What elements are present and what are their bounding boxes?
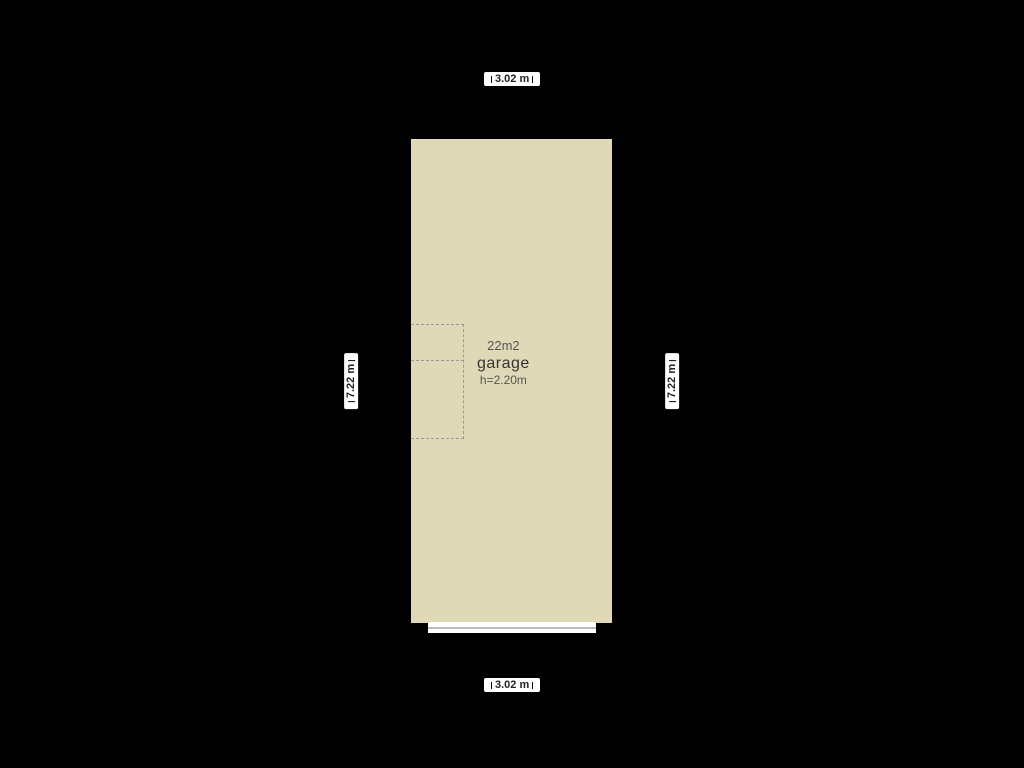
dimension-tick (491, 682, 492, 689)
dimension-top: 3.02 m (484, 72, 540, 86)
dimension-tick (532, 682, 533, 689)
dimension-tick (348, 360, 355, 361)
floorplan-canvas: { "background_color": "#000000", "room":… (0, 0, 1024, 768)
garage-door-opening (428, 622, 596, 633)
room-height-label: h=2.20m (480, 373, 527, 387)
door-threshold-line (428, 627, 596, 629)
fixture-outline (411, 324, 464, 439)
dimension-tick (532, 76, 533, 83)
dimension-bottom: 3.02 m (484, 678, 540, 692)
dimension-text: 7.22 m (345, 364, 357, 398)
dimension-text: 7.22 m (666, 364, 678, 398)
room-area-label: 22m2 (487, 338, 520, 354)
dimension-tick (669, 360, 676, 361)
dimension-tick (491, 76, 492, 83)
dimension-left: 7.22 m (344, 353, 358, 409)
room-label-block: 22m2 garage h=2.20m (477, 338, 530, 387)
dimension-right: 7.22 m (665, 353, 679, 409)
room-name-label: garage (477, 354, 530, 373)
dimension-text: 3.02 m (495, 679, 529, 691)
fixture-divider (411, 360, 464, 361)
dimension-tick (669, 401, 676, 402)
dimension-tick (348, 401, 355, 402)
dimension-text: 3.02 m (495, 73, 529, 85)
